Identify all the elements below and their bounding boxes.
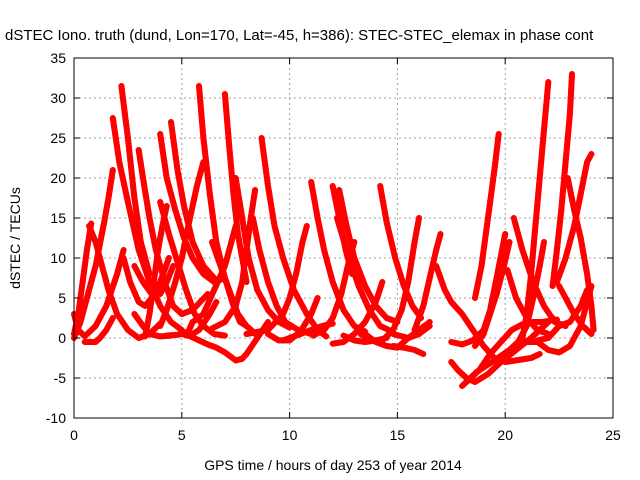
data-point-marker: [545, 347, 552, 353]
data-point-marker: [221, 332, 228, 339]
data-point-marker: [448, 339, 455, 345]
data-point-marker: [506, 239, 513, 245]
data-point-marker: [154, 332, 161, 339]
data-point-marker: [503, 254, 509, 261]
data-point-marker: [163, 203, 170, 209]
x-tick-label: 10: [282, 427, 298, 443]
data-point-marker: [252, 187, 259, 193]
data-point-marker: [340, 283, 347, 290]
x-tick-label: 25: [605, 427, 621, 443]
data-point-marker: [303, 223, 310, 229]
x-tick-label: 15: [390, 427, 406, 443]
data-point-marker: [149, 331, 156, 338]
data-point-marker: [265, 319, 271, 325]
data-point-marker: [323, 333, 330, 340]
data-point-marker: [409, 346, 415, 353]
data-point-marker: [542, 335, 549, 342]
data-point-marker: [211, 275, 218, 281]
data-point-marker: [576, 229, 583, 236]
data-point-marker: [379, 279, 386, 285]
data-point-marker: [505, 244, 512, 251]
data-point-marker: [539, 336, 546, 343]
y-axis-label: dSTEC / TECUs: [7, 187, 23, 289]
data-point-marker: [451, 339, 457, 346]
data-point-marker: [501, 259, 508, 266]
data-point-marker: [550, 348, 557, 355]
y-tick-label: 35: [50, 50, 66, 66]
y-tick-label: -5: [54, 370, 67, 386]
chart-title: dSTEC Iono. truth (dund, Lon=170, Lat=-4…: [5, 27, 594, 44]
data-point-marker: [403, 345, 410, 352]
data-point-marker: [432, 252, 438, 259]
data-point-marker: [426, 319, 433, 325]
y-tick-label: 15: [50, 210, 66, 226]
data-point-marker: [314, 295, 321, 301]
data-point-marker: [536, 351, 543, 357]
data-point-marker: [545, 79, 552, 85]
data-point-marker: [424, 285, 431, 292]
x-tick-label: 5: [178, 427, 186, 443]
data-point-marker: [423, 290, 430, 297]
data-point-marker: [453, 340, 460, 347]
data-point-marker: [569, 71, 575, 77]
data-point-marker: [170, 263, 177, 269]
y-tick-label: 20: [50, 170, 66, 186]
data-point-marker: [437, 231, 444, 237]
data-point-marker: [588, 331, 595, 337]
y-tick-label: -10: [46, 410, 66, 426]
data-point-marker: [399, 304, 406, 311]
data-point-marker: [109, 315, 116, 321]
data-point-marker: [109, 167, 116, 173]
data-point-marker: [349, 271, 356, 277]
data-point-marker: [500, 264, 507, 271]
data-point-marker: [420, 351, 427, 357]
data-point-marker: [588, 283, 595, 289]
axis-ticks: 0 5 10 15 20 25 -10 -5 0 5 10 15 20 25 30 35: [46, 50, 621, 443]
data-point-marker: [575, 224, 582, 231]
x-tick-label: 0: [70, 427, 78, 443]
y-tick-label: 10: [50, 250, 66, 266]
data-point-marker: [588, 151, 595, 157]
data-point-marker: [341, 278, 348, 285]
data-point-marker: [120, 247, 127, 253]
x-axis-label: GPS time / hours of day 253 of year 2014: [204, 457, 462, 473]
data-point-marker: [428, 267, 435, 274]
data-point-marker: [165, 255, 172, 261]
y-tick-label: 30: [50, 90, 66, 106]
data-point-marker: [427, 272, 434, 279]
data-point-marker: [548, 347, 554, 354]
y-tick-label: 25: [50, 130, 66, 146]
data-point-marker: [400, 299, 407, 306]
data-point-marker: [495, 131, 502, 137]
data-point-marker: [425, 280, 432, 287]
data-point-marker: [146, 271, 153, 277]
data-point-marker: [416, 215, 422, 221]
plot-frame: [73, 57, 614, 419]
data-point-marker: [574, 219, 581, 226]
data-point-marker: [213, 299, 220, 305]
data-point-marker: [541, 239, 547, 245]
data-point-marker: [553, 348, 560, 355]
y-tick-label: 0: [58, 330, 66, 346]
y-tick-label: 5: [58, 290, 66, 306]
data-traces: [71, 71, 597, 389]
data-point-marker: [406, 345, 413, 352]
x-tick-label: 20: [497, 427, 513, 443]
data-point-marker: [338, 288, 345, 295]
data-point-marker: [422, 295, 428, 302]
data-point-marker: [571, 209, 578, 216]
data-point-marker: [151, 332, 158, 339]
data-point-marker: [502, 231, 509, 237]
